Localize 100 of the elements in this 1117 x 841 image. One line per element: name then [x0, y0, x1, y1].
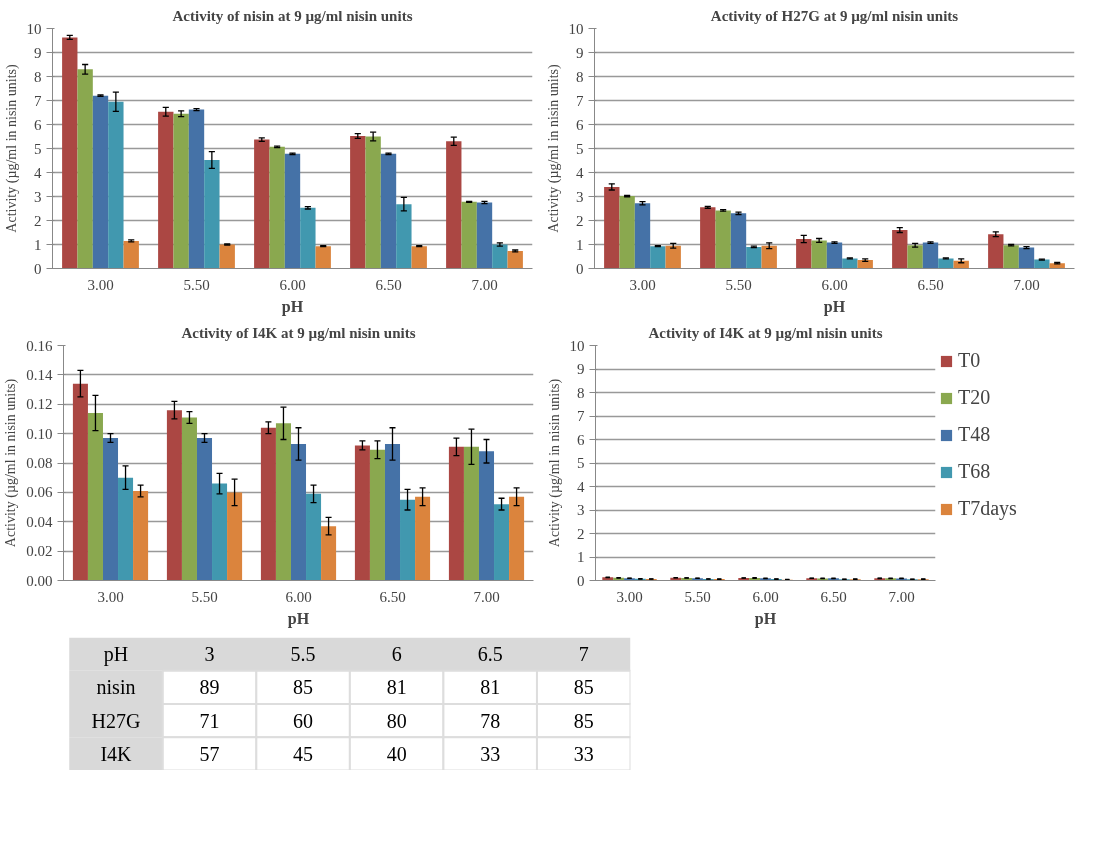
x-tick-label: 7.00: [471, 276, 498, 293]
data-label: 33: [573, 742, 594, 765]
x-tick-label: 3.00: [616, 588, 643, 605]
y-tick-label: 8: [576, 68, 584, 85]
y-tick-label: 9: [577, 361, 585, 377]
y-tick-label: 4: [34, 164, 42, 181]
y-tick-label: 7: [576, 92, 584, 109]
x-tick-label: 5.50: [684, 588, 711, 605]
data-label: 60: [293, 709, 314, 732]
data-label: 45: [293, 742, 314, 765]
x-tick-label: 6.00: [752, 588, 779, 605]
legend-label: T7days: [958, 497, 1017, 520]
y-tick-label: 2: [34, 212, 42, 229]
y-tick-label: 1: [576, 236, 584, 253]
y-tick-label: 1: [577, 549, 585, 565]
data-label: 85: [573, 709, 594, 732]
x-tick-label: 7.00: [888, 588, 915, 605]
y-tick-label: 4: [576, 164, 584, 181]
x-tick-label: 3.00: [87, 276, 114, 293]
y-tick-label: 0: [576, 260, 584, 277]
chart-title: Activity of I4K at 9 µg/ml nisin units: [181, 324, 416, 341]
legend-label: T20: [958, 386, 991, 409]
data-label: 81: [386, 676, 407, 699]
y-tick-label: 7: [34, 92, 42, 109]
y-tick-label: 6: [577, 431, 585, 448]
x-axis-title: pH: [754, 609, 777, 628]
y-tick-label: 7: [577, 408, 585, 424]
y-tick-label: 10: [569, 337, 585, 354]
x-tick-label: 6.50: [917, 276, 944, 293]
legend-label: T0: [958, 349, 981, 372]
x-tick-label: 3.00: [97, 588, 124, 605]
data-label: 78: [480, 709, 501, 732]
y-tick-label: 8: [577, 384, 585, 401]
x-tick-label: 5.50: [191, 588, 218, 605]
x-tick-label: 6.00: [279, 276, 306, 293]
y-tick-label: nisin: [96, 676, 136, 699]
x-tick-label: 7.00: [473, 588, 500, 605]
x-tick-label: 5.50: [725, 276, 752, 293]
y-tick-label: 10: [26, 20, 42, 37]
y-tick-label: 6: [34, 116, 42, 133]
x-axis-title: pH: [287, 609, 310, 628]
data-label: 85: [293, 676, 314, 699]
x-tick-label: 6: [391, 643, 402, 666]
y-tick-label: 3: [576, 188, 584, 205]
chart-title: Activity of nisin at 9 µg/ml nisin units: [172, 7, 413, 24]
y-tick-label: 3: [34, 188, 42, 205]
y-tick-label: 6: [576, 116, 584, 133]
y-tick-label: 4: [577, 478, 585, 495]
y-tick-label: 0.10: [26, 425, 53, 442]
y-tick-label: 1: [34, 236, 42, 253]
data-label: 40: [386, 742, 407, 765]
x-tick-label: 6.00: [285, 588, 312, 605]
y-tick-label: 0.06: [26, 484, 53, 501]
y-tick-label: 0.04: [26, 513, 53, 530]
y-tick-label: I4K: [100, 742, 133, 765]
y-axis-title: Activity (µg/ml in nisin units): [546, 378, 563, 548]
data-label: 71: [199, 709, 220, 732]
x-tick-label: 5.50: [183, 276, 210, 293]
legend-label: T68: [958, 460, 991, 483]
x-tick-label: 6.00: [821, 276, 848, 293]
chart-title: Activity of I4K at 9 µg/ml nisin units: [648, 324, 883, 341]
data-label: 33: [480, 742, 501, 765]
data-label: 85: [573, 676, 594, 699]
x-tick-label: 6.50: [379, 588, 406, 605]
x-axis-title: pH: [823, 297, 846, 316]
y-axis-title: Activity (µg/ml in nisin units): [3, 378, 20, 548]
chart-title: Activity of H27G at 9 µg/ml nisin units: [710, 7, 959, 24]
x-tick-label: 3.00: [629, 276, 656, 293]
x-tick-label: 5.5: [290, 643, 316, 666]
y-tick-label: 3: [577, 502, 585, 518]
data-label: 81: [480, 676, 501, 699]
x-tick-label: 6.50: [820, 588, 847, 605]
x-tick-label: 7.00: [1013, 276, 1040, 293]
y-tick-label: 0.08: [26, 455, 53, 471]
y-tick-label: 5: [34, 140, 42, 157]
x-axis-title: pH: [281, 297, 304, 316]
y-tick-label: 5: [577, 455, 585, 471]
y-tick-label: 9: [34, 44, 42, 61]
y-tick-label: 0.02: [26, 543, 53, 560]
y-tick-label: 0.16: [26, 337, 53, 354]
legend-label: T48: [958, 423, 991, 446]
y-axis-title: Activity (µg/ml in nisin units): [3, 64, 20, 233]
y-tick-label: 0.14: [26, 366, 53, 383]
y-tick-label: 2: [576, 212, 584, 229]
data-label: 80: [386, 709, 407, 732]
y-tick-label: 0: [34, 260, 42, 277]
y-axis-title: Activity (µg/ml in nisin units): [545, 64, 562, 233]
y-tick-label: 2: [577, 525, 585, 542]
data-label: 57: [199, 742, 220, 765]
data-label: 89: [199, 676, 220, 699]
x-tick-label: 3: [204, 643, 215, 666]
y-tick-label: 10: [568, 20, 584, 37]
x-axis-title: pH: [103, 643, 129, 667]
y-tick-label: 9: [576, 44, 584, 61]
y-tick-label: 8: [34, 68, 42, 85]
y-tick-label: H27G: [91, 709, 141, 732]
x-tick-label: 6.50: [375, 276, 402, 293]
y-tick-label: 0.12: [26, 396, 53, 413]
x-tick-label: 6.5: [477, 643, 503, 666]
y-tick-label: 0.00: [26, 572, 53, 589]
